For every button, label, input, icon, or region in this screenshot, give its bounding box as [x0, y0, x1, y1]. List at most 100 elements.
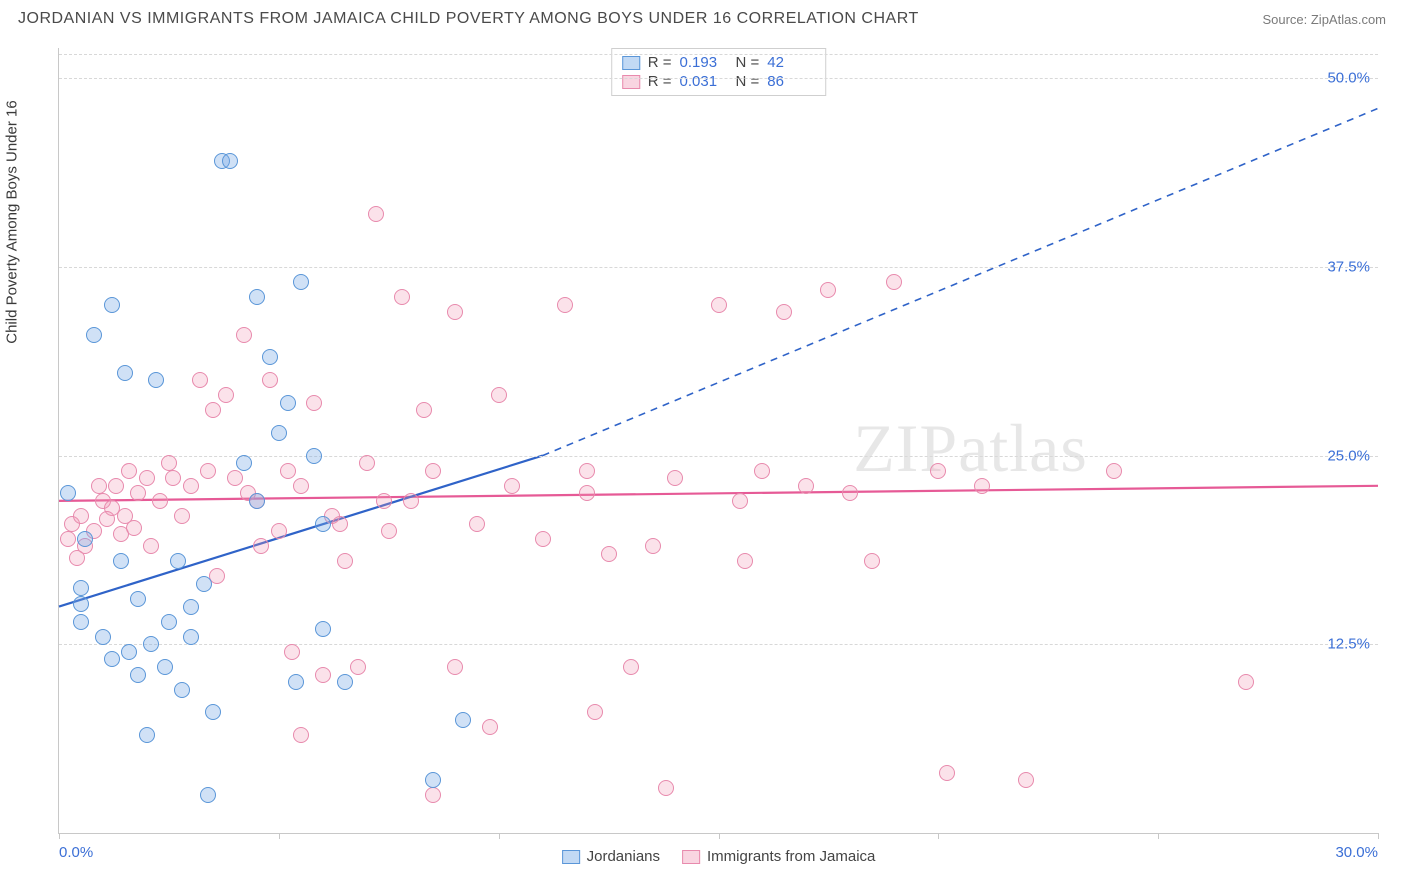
data-point	[143, 538, 159, 554]
data-point	[939, 765, 955, 781]
x-tick	[499, 833, 500, 839]
data-point	[315, 516, 331, 532]
data-point	[974, 478, 990, 494]
data-point	[161, 455, 177, 471]
n-value: 86	[767, 73, 815, 90]
data-point	[491, 387, 507, 403]
data-point	[293, 478, 309, 494]
data-point	[69, 550, 85, 566]
r-label: R =	[648, 73, 672, 90]
data-point	[249, 289, 265, 305]
data-point	[73, 508, 89, 524]
data-point	[557, 297, 573, 313]
data-point	[864, 553, 880, 569]
data-point	[148, 372, 164, 388]
data-point	[504, 478, 520, 494]
data-point	[152, 493, 168, 509]
data-point	[161, 614, 177, 630]
data-point	[174, 682, 190, 698]
data-point	[293, 727, 309, 743]
gridline	[59, 54, 1378, 55]
source-label: Source: ZipAtlas.com	[1262, 12, 1386, 27]
data-point	[403, 493, 419, 509]
data-point	[271, 425, 287, 441]
data-point	[205, 402, 221, 418]
data-point	[196, 576, 212, 592]
data-point	[104, 297, 120, 313]
data-point	[315, 667, 331, 683]
data-point	[108, 478, 124, 494]
data-point	[394, 289, 410, 305]
data-point	[579, 463, 595, 479]
swatch-pink-icon	[622, 75, 640, 89]
data-point	[886, 274, 902, 290]
stats-legend: R = 0.193 N = 42 R = 0.031 N = 86	[611, 48, 827, 96]
data-point	[271, 523, 287, 539]
data-point	[359, 455, 375, 471]
swatch-pink-icon	[682, 850, 700, 864]
r-value: 0.031	[680, 73, 728, 90]
data-point	[200, 463, 216, 479]
r-label: R =	[648, 54, 672, 71]
data-point	[306, 448, 322, 464]
trend-lines	[59, 48, 1378, 833]
legend-label: Jordanians	[587, 848, 660, 865]
gridline	[59, 78, 1378, 79]
data-point	[117, 365, 133, 381]
data-point	[535, 531, 551, 547]
data-point	[820, 282, 836, 298]
data-point	[99, 511, 115, 527]
n-value: 42	[767, 54, 815, 71]
data-point	[253, 538, 269, 554]
data-point	[222, 153, 238, 169]
data-point	[447, 659, 463, 675]
data-point	[667, 470, 683, 486]
data-point	[623, 659, 639, 675]
x-tick-label: 30.0%	[1335, 844, 1378, 861]
r-value: 0.193	[680, 54, 728, 71]
data-point	[754, 463, 770, 479]
data-point	[130, 667, 146, 683]
data-point	[183, 629, 199, 645]
legend-label: Immigrants from Jamaica	[707, 848, 875, 865]
y-tick-label: 50.0%	[1327, 70, 1370, 87]
data-point	[368, 206, 384, 222]
data-point	[798, 478, 814, 494]
n-label: N =	[736, 54, 760, 71]
data-point	[95, 629, 111, 645]
data-point	[143, 636, 159, 652]
data-point	[711, 297, 727, 313]
data-point	[280, 463, 296, 479]
gridline	[59, 456, 1378, 457]
swatch-blue-icon	[622, 56, 640, 70]
x-tick	[59, 833, 60, 839]
data-point	[425, 787, 441, 803]
data-point	[601, 546, 617, 562]
data-point	[447, 304, 463, 320]
series-legend: Jordanians Immigrants from Jamaica	[562, 848, 876, 865]
data-point	[776, 304, 792, 320]
n-label: N =	[736, 73, 760, 90]
data-point	[205, 704, 221, 720]
data-point	[930, 463, 946, 479]
swatch-blue-icon	[562, 850, 580, 864]
data-point	[315, 621, 331, 637]
data-point	[218, 387, 234, 403]
data-point	[130, 591, 146, 607]
data-point	[60, 485, 76, 501]
data-point	[337, 553, 353, 569]
data-point	[732, 493, 748, 509]
data-point	[183, 478, 199, 494]
data-point	[236, 455, 252, 471]
data-point	[376, 493, 392, 509]
data-point	[381, 523, 397, 539]
data-point	[1106, 463, 1122, 479]
data-point	[86, 327, 102, 343]
data-point	[280, 395, 296, 411]
data-point	[482, 719, 498, 735]
data-point	[337, 674, 353, 690]
plot-area: ZIPatlas R = 0.193 N = 42 R = 0.031 N = …	[58, 48, 1378, 834]
data-point	[139, 470, 155, 486]
data-point	[170, 553, 186, 569]
stats-row-jamaica: R = 0.031 N = 86	[622, 72, 816, 91]
